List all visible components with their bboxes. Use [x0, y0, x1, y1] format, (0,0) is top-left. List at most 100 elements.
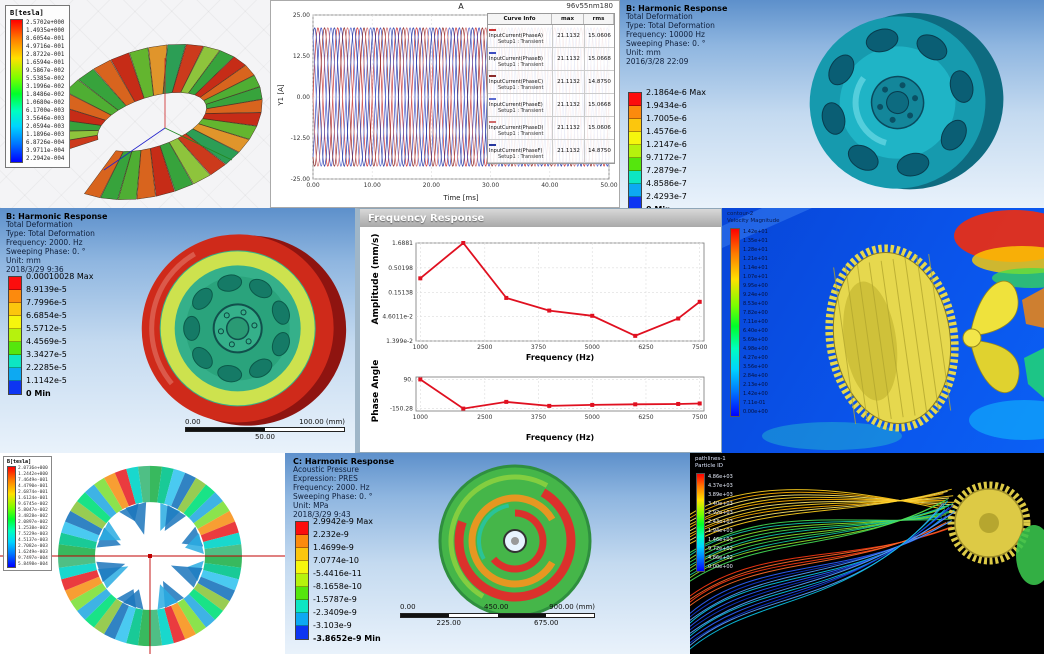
legend-value: 2.9942e-9 Max	[313, 517, 373, 526]
curve-name: InputCurrent(PhaseE)	[489, 102, 543, 108]
amplitude-x-label: Frequency (Hz)	[525, 353, 595, 362]
window-title-bar[interactable]: Frequency Response	[360, 209, 721, 227]
panel-maxwell-torus: B[tesla] 2.5702e+000 1.4935e+000 8.6054e-0…	[0, 0, 270, 208]
svg-text:50.00: 50.00	[600, 182, 617, 189]
svg-text:25.00: 25.00	[293, 12, 310, 19]
legend-value: 9.95e+00	[743, 283, 768, 289]
legend-value: 7.7996e-5	[26, 298, 67, 307]
legend-value: 2.13e+00	[743, 382, 768, 388]
result-info: B: Harmonic Response Total Deformation Typ…	[6, 212, 107, 275]
legend-value: 0 Min	[26, 389, 51, 398]
legend-value: 5.5712e-5	[26, 324, 67, 333]
curve-rms: 15.0668	[584, 48, 614, 70]
legend-value: 2.232e-9	[313, 530, 349, 539]
info-line: Unit: MPa	[293, 500, 329, 510]
legend-colorbar	[295, 521, 309, 640]
streamlines-view	[690, 481, 1044, 650]
curve-color-dash	[489, 120, 496, 123]
svg-text:10.00: 10.00	[364, 182, 381, 189]
legend-value: 1.4699e-9	[313, 543, 354, 552]
svg-text:1.399e-2: 1.399e-2	[386, 338, 413, 345]
field-legend: B[tesla] 2.5702e+000 1.4935e+000 8.6054e-0…	[5, 5, 71, 168]
y-axis-label: Y1 [A]	[277, 84, 285, 106]
curve-name: InputCurrent(PhaseB)	[489, 56, 543, 62]
legend-colorbar	[8, 276, 22, 395]
curve-max: 21.1132	[552, 117, 584, 139]
legend-value: 4.27e+00	[743, 355, 768, 361]
legend-value: 2.1864e-6 Max	[646, 88, 706, 97]
info-line: Frequency: 2000. Hz	[6, 238, 83, 248]
info-line: Sweeping Phase: 0. °	[626, 38, 706, 48]
scale-bar: 0.00 100.00 (mm) 50.00	[185, 418, 345, 441]
ring-field-view	[0, 465, 285, 654]
legend-value: 1.28e+01	[743, 247, 768, 253]
scale-mid: 450.00	[484, 603, 509, 611]
curve-color-dash	[489, 51, 496, 54]
legend-value: 3.5646e-003	[26, 116, 65, 122]
svg-text:6250: 6250	[638, 344, 653, 351]
cfd-contour-view	[722, 208, 1044, 450]
contour-name: contour-2	[727, 211, 754, 217]
legend-value: 1.35e+01	[743, 238, 768, 244]
pressure-legend: 2.9942e-9 Max 2.232e-9 1.4699e-9 7.0774e-10…	[295, 517, 381, 645]
legend-value: 1.2147e-6	[646, 140, 687, 149]
deformation-legend: 2.1864e-6 Max 1.9434e-6 1.7005e-6 1.4576e-6…	[628, 88, 706, 208]
curve-color-dash	[489, 97, 496, 100]
legend-value: -2.3409e-9	[313, 608, 357, 617]
info-line: Sweeping Phase: 0. °	[6, 246, 86, 256]
svg-text:5000: 5000	[585, 414, 600, 421]
svg-text:1000: 1000	[413, 344, 428, 351]
svg-text:-150.28: -150.28	[390, 406, 413, 413]
legend-value: 1.4576e-6	[646, 127, 687, 136]
info-line: Type: Total Deformation	[6, 229, 95, 239]
svg-text:7500: 7500	[692, 344, 707, 351]
info-line: B: Harmonic Response	[6, 212, 108, 221]
model-label: 96v55nm180	[566, 2, 613, 10]
legend-value: 4.98e+00	[743, 346, 768, 352]
legend-value: 7.2879e-7	[646, 166, 687, 175]
panel-maxwell-ring: B[tesla] 2.0736e+000 1.2442e+000 7.4649e-0…	[0, 453, 285, 654]
svg-text:2500: 2500	[477, 344, 492, 351]
legend-value: 2.92e+03	[708, 510, 733, 516]
contour-header: contour-2 Velocity Magnitude	[727, 211, 779, 224]
amplitude-chart: 1000 2500 3750 5000 6250 7500 1.6881 0.50198 0.1…	[382, 240, 707, 351]
legend-value: 2.8722e-001	[26, 52, 65, 58]
panel-current-chart: A 96v55nm180 0.00 10.00 20.00 30.00 40.00 50.…	[270, 0, 620, 208]
scale-max: 100.00 (mm)	[299, 418, 345, 426]
legend-value: 4.86e+03	[708, 474, 733, 480]
x-axis-label: Time [ms]	[443, 194, 479, 202]
legend-value: 3.89e+03	[708, 492, 733, 498]
legend-value: -3.8652e-9 Min	[313, 634, 381, 643]
svg-text:0.15138: 0.15138	[388, 289, 413, 296]
svg-text:30.00: 30.00	[482, 182, 499, 189]
scale-bar: 0.00 450.00 900.00 (mm) 225.00 675.00	[400, 603, 595, 627]
legend-value: 4.86e+02	[708, 555, 733, 561]
legend-value: 1.4935e+000	[26, 28, 65, 34]
pathlines-variable: Particle ID	[695, 462, 723, 469]
legend-value: 6.8726e-004	[26, 140, 65, 146]
legend-value: 2.4293e-7	[646, 192, 687, 201]
legend-value: 1.2538e-002	[18, 526, 48, 531]
legend-colorbar	[7, 466, 16, 568]
legend-value: 0.00e+00	[743, 409, 768, 415]
svg-text:-12.50: -12.50	[291, 135, 311, 142]
legend-value: 3.9711e-004	[26, 148, 65, 154]
curve-color-dash	[489, 74, 496, 77]
legend-value: 9.72e+02	[708, 546, 733, 552]
legend-value: 8.6054e-001	[26, 36, 65, 42]
legend-value: 1.46e+03	[708, 537, 733, 543]
curve-max: 21.1132	[552, 140, 584, 162]
legend-value: 2.84e+00	[743, 373, 768, 379]
legend-value: 6.6854e-5	[26, 311, 67, 320]
legend-value: 3.1996e-002	[26, 84, 65, 90]
table-row: InputCurrent(PhaseC) Setup1 : Transient …	[488, 71, 614, 94]
result-info: C: Harmonic Response Acoustic Pressure Exp…	[293, 457, 394, 520]
phase-chart: 1000 2500 3750 5000 6250 7500 90. -150.28	[390, 376, 708, 421]
svg-text:12.50: 12.50	[293, 53, 310, 60]
info-line: 2018/3/29 9:36	[6, 264, 64, 274]
legend-value: 7.11e+00	[743, 319, 768, 325]
amplitude-y-label: Amplitude (mm/s)	[371, 233, 381, 325]
legend-value: 5.5385e-002	[26, 76, 65, 82]
legend-value: 3.56e+00	[743, 364, 768, 370]
svg-text:0.50198: 0.50198	[388, 265, 413, 272]
